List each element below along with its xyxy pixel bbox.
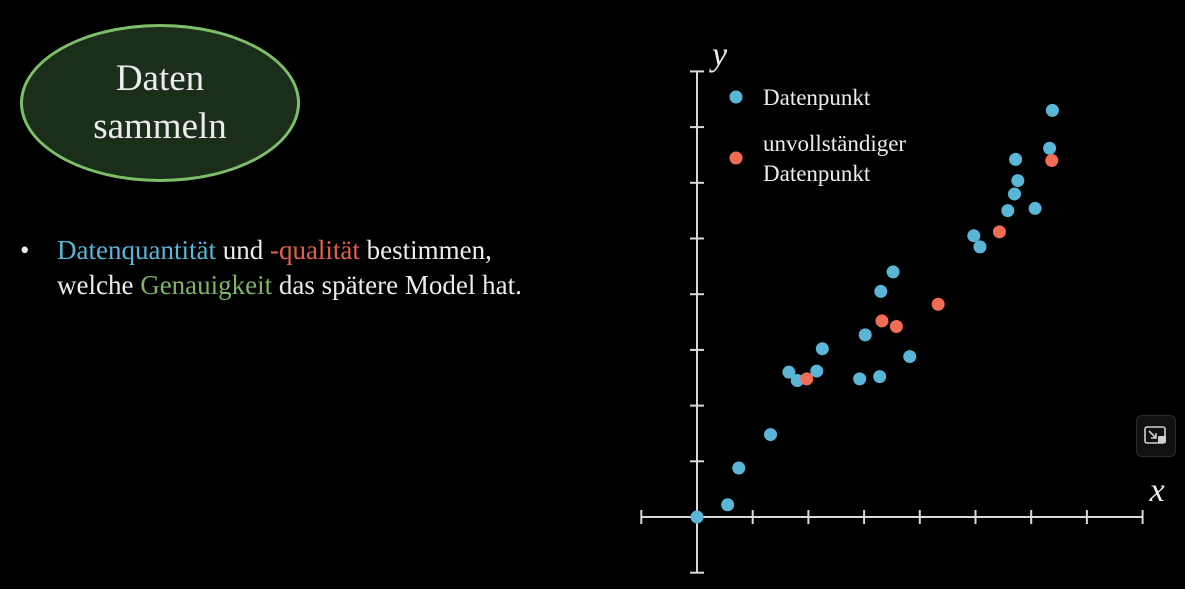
bullet-text-seg5: welche	[57, 270, 141, 300]
highlight-accuracy: Genauigkeit	[140, 270, 273, 300]
badge-title-line1: Daten	[115, 58, 205, 99]
incomplete-data-point	[889, 320, 903, 334]
data-point	[1045, 103, 1059, 117]
bullet-text-seg7: das spätere Model hat.	[272, 270, 522, 300]
data-point	[973, 240, 987, 254]
incomplete-data-point	[992, 225, 1006, 239]
data-point	[886, 265, 900, 279]
data-point	[815, 342, 829, 356]
picture-in-picture-button[interactable]	[1136, 415, 1176, 457]
x-axis-label: x	[1149, 472, 1165, 509]
data-point	[853, 372, 867, 386]
data-point	[721, 498, 735, 512]
legend-label: Datenpunkt	[763, 161, 871, 186]
picture-in-picture-icon	[1144, 426, 1166, 444]
data-point	[1028, 201, 1042, 215]
data-point	[690, 510, 704, 524]
data-point	[782, 365, 796, 379]
legend-label: unvollständiger	[763, 131, 906, 156]
scatter-chart: x y Datenpunkt unvollständiger Datenpunkt	[640, 36, 1165, 574]
bullet-text-seg2: und	[215, 235, 270, 265]
data-point	[1011, 174, 1025, 188]
incomplete-data-point	[931, 297, 945, 311]
incomplete-data-point	[875, 314, 889, 328]
highlight-quality: -qualität	[269, 235, 360, 265]
legend-marker	[729, 151, 743, 165]
bullet-text-seg4: bestimmen,	[359, 235, 492, 265]
data-point	[810, 364, 824, 378]
legend-marker	[729, 90, 743, 104]
data-point	[732, 461, 746, 475]
incomplete-data-point	[800, 372, 814, 386]
y-axis-label: y	[709, 36, 728, 73]
legend-label: Datenpunkt	[763, 85, 871, 110]
incomplete-data-point	[1045, 154, 1059, 168]
data-point	[874, 284, 888, 298]
bullet-marker: •	[20, 235, 30, 265]
topic-badge: Daten sammeln	[20, 24, 300, 182]
data-point	[858, 328, 872, 342]
data-point	[1009, 152, 1023, 166]
data-point	[1007, 187, 1021, 201]
badge-title-line2: sammeln	[93, 106, 227, 147]
data-point	[1001, 204, 1015, 218]
highlight-quantity: Datenquantität	[57, 235, 216, 265]
data-point	[903, 350, 917, 364]
data-point	[1043, 141, 1057, 155]
bullet-text: Datenquantität und -qualität bestimmen, w…	[57, 233, 637, 303]
data-point	[967, 229, 981, 243]
data-point	[873, 370, 887, 384]
data-point	[764, 428, 778, 442]
